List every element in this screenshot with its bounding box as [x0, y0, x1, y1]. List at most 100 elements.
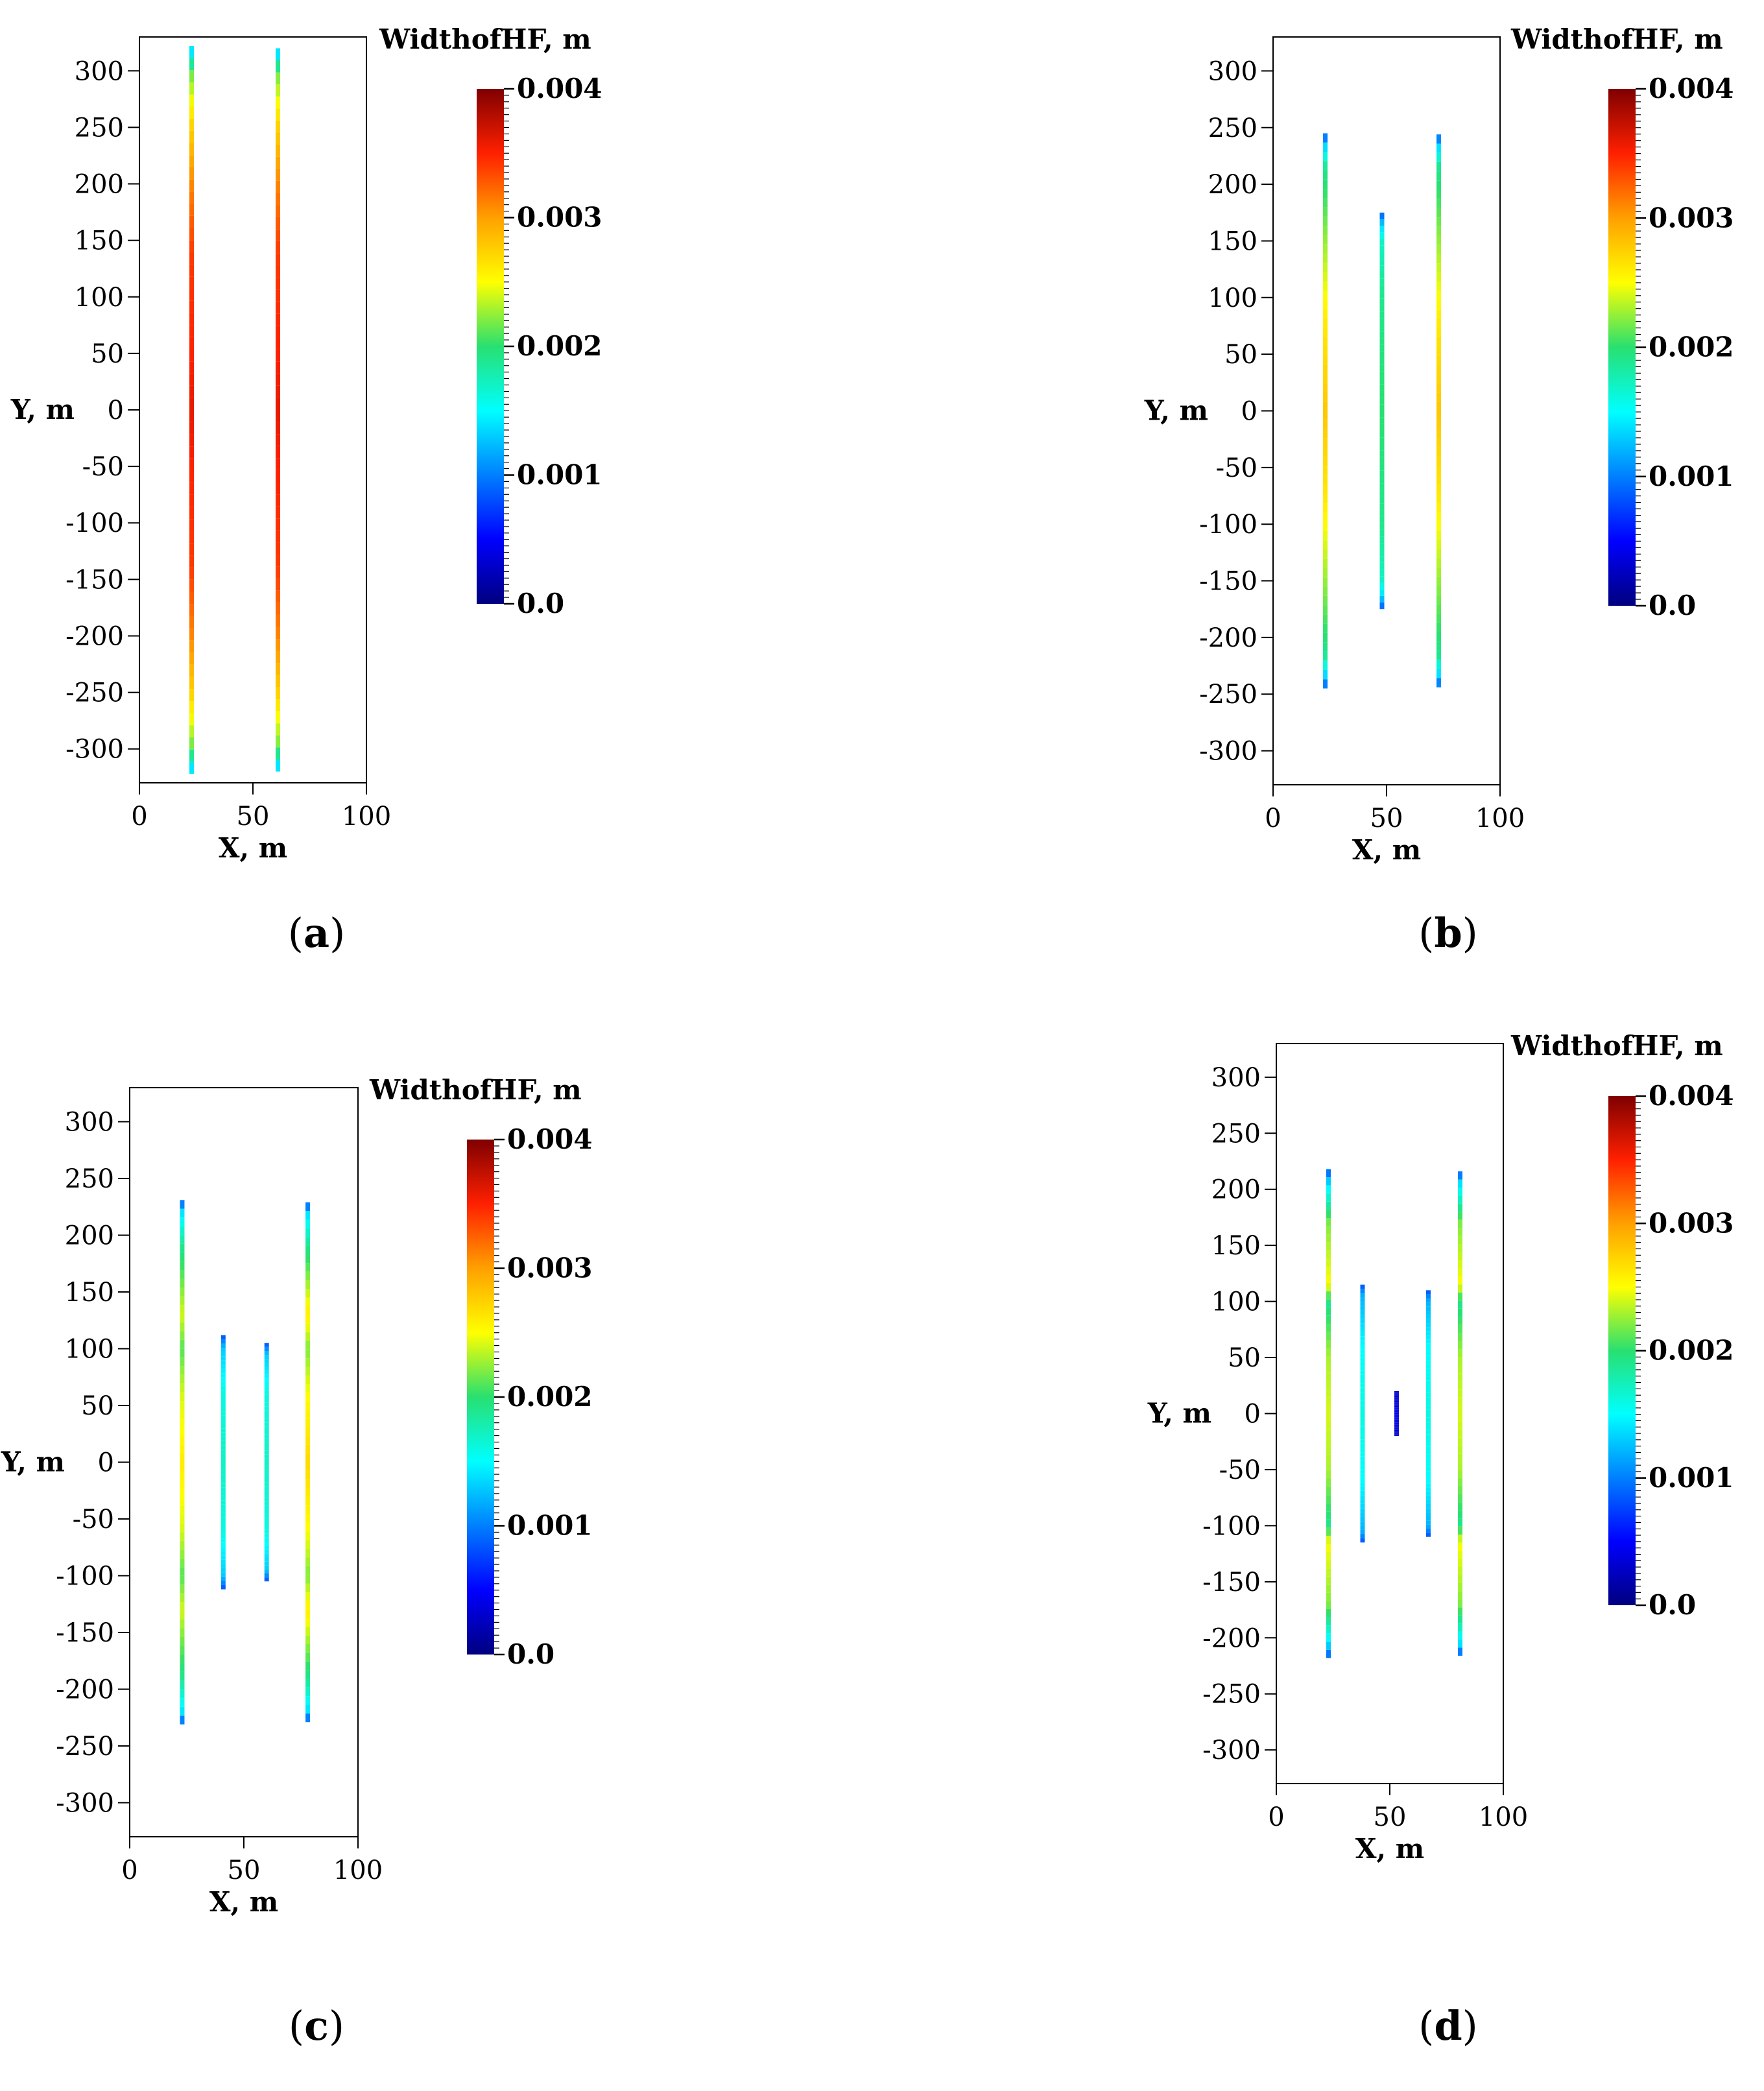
y-tick-label: 250: [65, 1164, 114, 1194]
y-tick-label: -50: [1219, 1455, 1261, 1485]
y-tick-label: -50: [82, 452, 124, 482]
y-tick-label: 200: [1211, 1175, 1261, 1205]
colorbar-title: WidthofHF, m: [369, 1074, 582, 1106]
colorbar-label: 0.003: [517, 202, 602, 233]
y-tick-label: 200: [65, 1221, 114, 1251]
panel-caption: (b): [1418, 909, 1478, 957]
colorbar-title: WidthofHF, m: [379, 23, 591, 55]
y-tick-label: 250: [75, 113, 124, 143]
colorbar-label: 0.0: [517, 588, 564, 619]
y-tick-label: 100: [75, 283, 124, 313]
x-tick-label: 0: [131, 802, 147, 831]
plot-frame: [1276, 1043, 1504, 1784]
y-tick-label: -200: [56, 1675, 114, 1705]
caption-paren-open: (: [1418, 909, 1434, 957]
x-axis-title: X, m: [209, 1886, 278, 1918]
colorbar-label: 0.002: [1649, 1335, 1734, 1367]
y-axis-title: Y, m: [10, 394, 75, 425]
colorbar-label: 0.004: [517, 73, 602, 104]
x-tick-label: 0: [1265, 804, 1281, 833]
panel-caption: (a): [288, 909, 346, 957]
y-tick-label: 100: [1208, 283, 1257, 313]
y-tick-label: -300: [1199, 737, 1257, 767]
y-tick-label: -300: [66, 735, 124, 765]
x-tick-label: 100: [342, 802, 391, 831]
y-tick-label: 150: [75, 226, 124, 256]
x-axis-title: X, m: [1352, 834, 1421, 866]
colorbar-label: 0.001: [1649, 1462, 1734, 1494]
colorbar-gradient: [467, 1140, 494, 1655]
chart-panel-d: 300 250 200 150 100 50 0 -50 -100 -150 -200 -250 -30…: [1147, 1030, 1734, 2049]
y-tick-label: 250: [1211, 1119, 1261, 1149]
colorbar-label: 0.003: [1649, 202, 1734, 233]
colorbar-label: 0.004: [1649, 73, 1734, 104]
y-axis-title: Y, m: [1144, 395, 1208, 427]
y-tick-label: 100: [65, 1335, 114, 1365]
colorbar-label: 0.004: [507, 1123, 593, 1155]
chart-panel-c: 300 250 200 150 100 50 0 -50 -100 -150 -200 -250 -30…: [1, 1074, 593, 2049]
y-tick-label: 100: [1211, 1287, 1261, 1317]
plot-frame: [129, 1087, 359, 1837]
x-tick-label: 100: [333, 1856, 383, 1885]
colorbar-label: 0.004: [1649, 1080, 1734, 1112]
colorbar-title: WidthofHF, m: [1510, 1030, 1723, 1062]
y-tick-label: -300: [1202, 1736, 1261, 1765]
y-tick-label: 0: [1245, 1400, 1261, 1429]
y-tick-label: -100: [1199, 510, 1257, 540]
caption-letter: c: [304, 2002, 329, 2049]
chart-panel-a: 300 250 200 150 100 50 0 -50 -100 -150 -200 -250 -30…: [10, 23, 602, 957]
colorbar-label: 0.001: [1649, 460, 1734, 492]
colorbar-label: 0.002: [507, 1381, 593, 1413]
x-tick-label: 50: [1370, 804, 1403, 833]
y-tick-label: 50: [1224, 340, 1257, 370]
x-tick-label: 50: [237, 802, 270, 831]
x-tick-label: 100: [1479, 1802, 1528, 1832]
y-tick-label: 300: [1211, 1063, 1261, 1093]
y-tick-label: -100: [66, 508, 124, 538]
x-tick-label: 50: [228, 1856, 261, 1885]
colorbar-label: 0.0: [507, 1638, 554, 1670]
colorbar-label: 0.002: [1649, 331, 1734, 363]
caption-paren-open: (: [288, 909, 304, 957]
colorbar-label: 0.003: [1649, 1207, 1734, 1239]
chart-panel-b: 300 250 200 150 100 50 0 -50 -100 -150 -200 -250 -30…: [1144, 23, 1734, 957]
x-tick-label: 0: [121, 1856, 137, 1885]
y-tick-label: -300: [56, 1789, 114, 1819]
panel-caption: (d): [1418, 2002, 1478, 2049]
y-tick-label: 150: [1211, 1231, 1261, 1261]
x-tick-label: 100: [1475, 804, 1525, 833]
caption-letter: a: [304, 909, 329, 957]
plot-frame: [1272, 36, 1501, 785]
y-tick-label: -150: [1202, 1568, 1261, 1597]
caption-letter: b: [1434, 909, 1462, 957]
y-tick-label: -200: [1199, 623, 1257, 653]
y-tick-label: -250: [1202, 1680, 1261, 1710]
y-tick-label: -100: [56, 1562, 114, 1592]
colorbar-label: 0.001: [507, 1510, 593, 1542]
y-tick-label: -250: [56, 1732, 114, 1762]
colorbar-label: 0.001: [517, 459, 602, 491]
y-tick-label: -150: [1199, 567, 1257, 597]
y-tick-label: -200: [1202, 1623, 1261, 1653]
colorbar-gradient: [1608, 1096, 1636, 1605]
y-tick-label: -100: [1202, 1511, 1261, 1541]
panel-caption: (c): [289, 2002, 344, 2049]
y-tick-label: -50: [73, 1505, 114, 1535]
y-tick-label: -150: [56, 1618, 114, 1648]
caption-letter: d: [1434, 2002, 1462, 2049]
x-axis-title: X, m: [1355, 1833, 1424, 1865]
y-tick-label: 50: [81, 1391, 114, 1421]
y-tick-label: 150: [1208, 226, 1257, 256]
y-tick-label: 300: [65, 1108, 114, 1138]
y-tick-label: 200: [1208, 170, 1257, 200]
y-axis-title: Y, m: [1147, 1398, 1211, 1429]
y-tick-label: -250: [1199, 680, 1257, 710]
colorbar-gradient: [477, 89, 504, 604]
caption-paren-open: (: [1418, 2002, 1434, 2049]
colorbar-title: WidthofHF, m: [1510, 23, 1723, 55]
y-tick-label: -50: [1216, 453, 1257, 483]
y-tick-label: -200: [66, 621, 124, 651]
y-tick-label: -250: [66, 678, 124, 708]
colorbar-label: 0.002: [517, 330, 602, 362]
x-tick-label: 50: [1374, 1802, 1407, 1832]
